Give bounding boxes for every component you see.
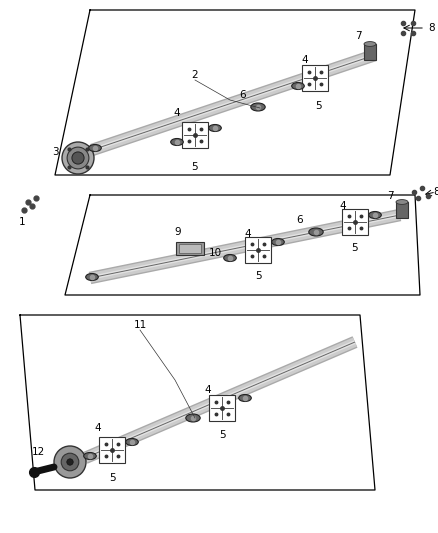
Text: 4: 4 <box>340 201 346 211</box>
Bar <box>176 241 204 254</box>
Ellipse shape <box>84 453 96 459</box>
Circle shape <box>67 459 73 465</box>
Text: 5: 5 <box>352 243 358 253</box>
Text: 4: 4 <box>245 229 251 239</box>
Bar <box>302 65 328 91</box>
Ellipse shape <box>369 212 381 219</box>
Text: 5: 5 <box>109 473 115 483</box>
Text: 4: 4 <box>302 55 308 65</box>
Text: 4: 4 <box>174 108 180 118</box>
Text: 12: 12 <box>32 447 45 457</box>
Text: 4: 4 <box>95 423 101 433</box>
Ellipse shape <box>396 199 408 204</box>
Bar <box>245 237 271 263</box>
Bar <box>209 395 235 421</box>
Text: 8: 8 <box>429 23 435 33</box>
Circle shape <box>72 152 84 164</box>
Bar <box>179 244 201 253</box>
Text: 8: 8 <box>434 187 438 197</box>
Ellipse shape <box>272 238 284 246</box>
Ellipse shape <box>171 139 183 146</box>
Text: 5: 5 <box>314 101 321 111</box>
Ellipse shape <box>364 42 376 46</box>
Text: 5: 5 <box>192 162 198 172</box>
Ellipse shape <box>309 228 323 236</box>
Bar <box>364 44 376 60</box>
Ellipse shape <box>86 273 98 280</box>
Circle shape <box>61 453 79 471</box>
Circle shape <box>54 446 86 478</box>
Text: 3: 3 <box>52 147 58 157</box>
Text: 9: 9 <box>175 227 181 237</box>
Ellipse shape <box>186 414 200 422</box>
Text: 11: 11 <box>134 320 147 330</box>
Text: 7: 7 <box>387 191 393 201</box>
Ellipse shape <box>224 254 236 262</box>
Ellipse shape <box>89 144 101 151</box>
Ellipse shape <box>208 125 221 132</box>
Ellipse shape <box>292 83 304 90</box>
Text: 6: 6 <box>240 90 246 100</box>
Circle shape <box>62 142 94 174</box>
Bar <box>99 437 125 463</box>
Bar <box>342 209 368 235</box>
Text: 6: 6 <box>297 215 303 225</box>
Bar <box>182 122 208 148</box>
Text: 1: 1 <box>19 217 25 227</box>
Bar <box>396 202 408 218</box>
Text: 4: 4 <box>205 385 211 395</box>
Text: 7: 7 <box>355 31 361 41</box>
Ellipse shape <box>239 394 251 401</box>
Text: 2: 2 <box>192 70 198 80</box>
Text: 5: 5 <box>219 430 225 440</box>
Circle shape <box>67 147 89 169</box>
Ellipse shape <box>126 439 138 446</box>
Text: 5: 5 <box>254 271 261 281</box>
Ellipse shape <box>251 103 265 111</box>
Text: 10: 10 <box>208 248 222 258</box>
